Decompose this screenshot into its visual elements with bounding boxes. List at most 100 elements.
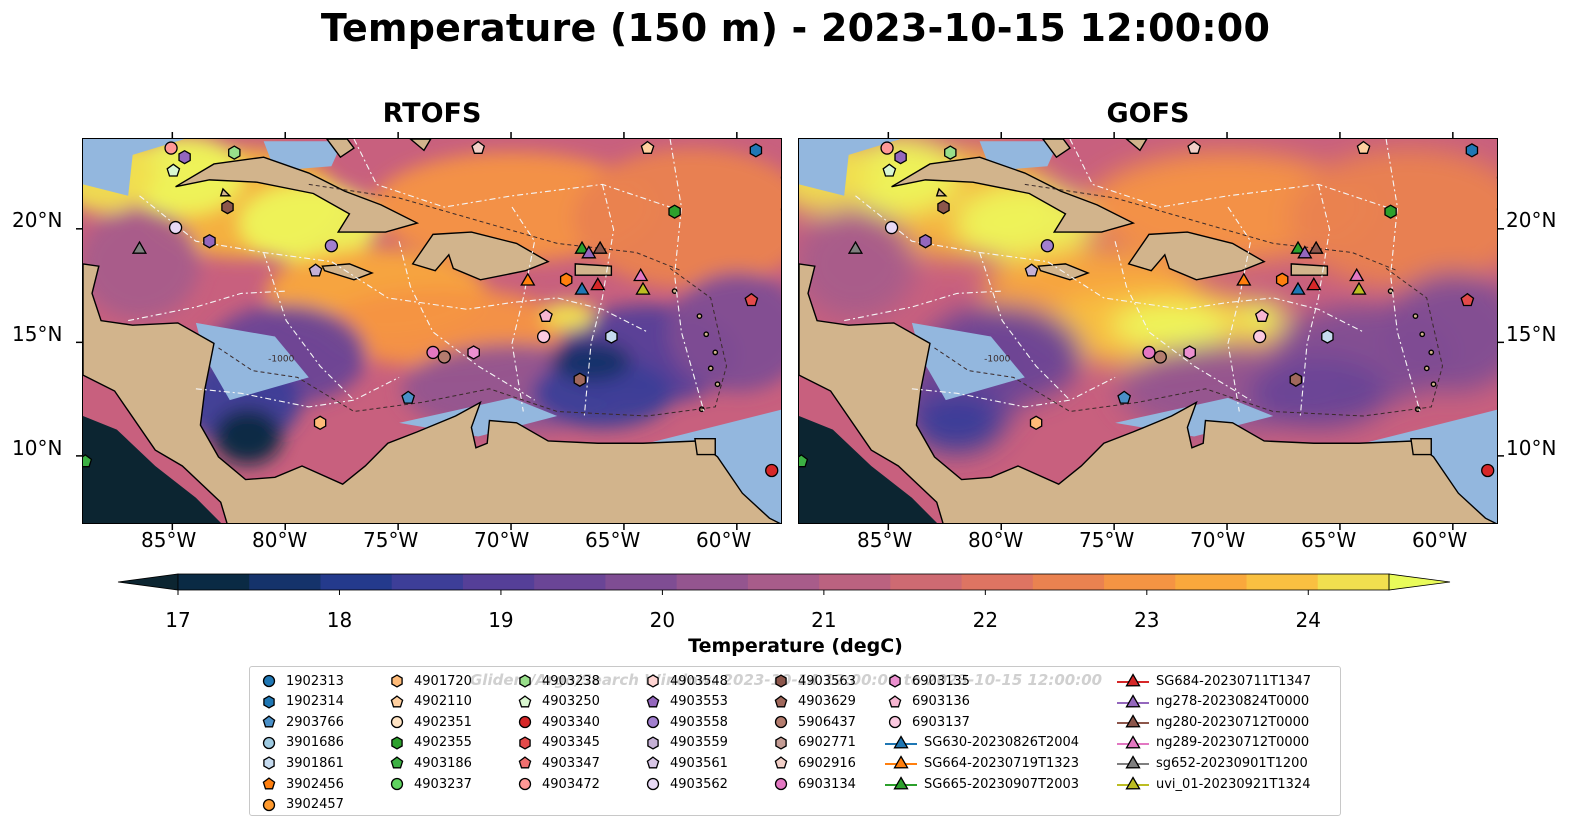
legend-marker-icon <box>1117 755 1149 769</box>
map-marker-pentagon <box>744 292 759 307</box>
map-marker-triangle <box>592 240 608 254</box>
legend-marker-icon <box>262 736 276 749</box>
legend-item: uvi_01-20230921T1324 <box>1116 774 1310 794</box>
legend-marker-icon <box>390 694 404 708</box>
legend-item-label: 3901686 <box>286 735 344 751</box>
legend-marker-icon <box>647 674 659 688</box>
legend-marker-icon <box>646 716 660 729</box>
legend-marker-icon <box>262 715 276 728</box>
legend-item: 3901686 <box>258 733 344 753</box>
map-marker-hexagon <box>313 415 327 431</box>
map-marker-pentagon <box>1117 390 1132 404</box>
legend-item: 4903558 <box>642 712 728 732</box>
legend-item-label: SG684-20230711T1347 <box>1156 673 1312 689</box>
legend-item-label: 6903136 <box>912 694 970 710</box>
legend-item: 4903340 <box>514 712 600 732</box>
legend-marker-icon <box>885 755 917 769</box>
map-marker-hexagon <box>919 233 932 249</box>
legend-marker-icon <box>519 736 531 750</box>
legend-marker-icon <box>390 756 404 769</box>
legend-hexagon-icon <box>263 694 275 709</box>
map-marker-hexagon <box>573 372 587 387</box>
legend-triangle-icon <box>893 776 909 790</box>
map-marker-pentagon <box>799 454 809 468</box>
landmass <box>799 139 1497 523</box>
map-marker-circle <box>765 463 779 478</box>
legend-circle-icon <box>262 674 276 688</box>
legend-item: 4903548 <box>642 671 728 691</box>
map-marker-hexagon <box>1384 204 1397 219</box>
colorbar-bin <box>819 574 891 590</box>
float-glider-markers <box>799 140 1497 478</box>
legend-triangle-icon <box>1125 693 1141 708</box>
map-marker-circle <box>426 345 440 360</box>
legend-pentagon-icon <box>518 756 532 769</box>
map-marker-pentagon <box>882 163 897 177</box>
legend-item: 6903135 <box>884 671 970 691</box>
legend-marker-icon <box>390 777 404 791</box>
legend-marker-icon <box>774 694 788 708</box>
legend-item: 2903766 <box>258 712 344 732</box>
legend-item-label: 3902457 <box>286 797 344 813</box>
map-marker-pentagon <box>1187 140 1202 154</box>
map-marker-hexagon <box>944 145 957 160</box>
legend-item-label: 6903134 <box>798 776 856 792</box>
colorbar-tick-label: 18 <box>326 608 353 632</box>
colorbar-bin <box>1317 574 1390 590</box>
legend-item: 6903136 <box>884 692 970 712</box>
map-marker-pentagon <box>1254 308 1269 322</box>
legend-marker-icon <box>647 736 659 750</box>
map-marker-triangle <box>1349 267 1365 282</box>
boundary-lines <box>128 139 705 417</box>
legend-pentagon-icon <box>390 694 404 708</box>
legend-item: SG664-20230719T1323 <box>884 753 1079 773</box>
legend-marker-icon <box>888 694 902 708</box>
legend-item-label: 4903472 <box>542 776 600 792</box>
legend-item: 4903553 <box>642 692 728 712</box>
pacific-ocean <box>799 416 938 523</box>
legend-hexagon-icon <box>519 674 531 688</box>
legend-item: 4903562 <box>642 774 728 794</box>
landmass <box>83 139 781 523</box>
legend-item-label: 4903558 <box>670 714 728 730</box>
colorbar-bin <box>462 574 535 590</box>
legend-item: 4903238 <box>514 671 600 691</box>
map-marker-triangle <box>1290 281 1306 295</box>
legend-marker-icon <box>774 777 788 791</box>
legend-item-label: SG664-20230719T1323 <box>924 755 1080 771</box>
legend-item: ng278-20230824T0000 <box>1116 692 1309 712</box>
legend-item: SG665-20230907T2003 <box>884 774 1079 794</box>
legend-item: 4903561 <box>642 753 728 773</box>
lon-tick-label: 85°W <box>141 528 197 552</box>
legend-pentagon-icon <box>518 694 532 708</box>
map-marker-hexagon <box>668 204 681 219</box>
map-panel-gofs: -1000 <box>798 138 1498 524</box>
legend-item: 3902456 <box>258 774 344 794</box>
legend-item-label: 3901861 <box>286 755 344 771</box>
map-marker-circle <box>168 220 183 235</box>
map-marker-pentagon <box>1024 263 1039 277</box>
map-panel-rtofs: -1000 <box>82 138 782 524</box>
legend-marker-icon <box>263 694 275 709</box>
float-glider-markers <box>83 140 781 478</box>
map-marker-triangle <box>1236 272 1252 286</box>
legend-item-label: 4903237 <box>414 776 472 792</box>
legend-marker-icon <box>646 777 660 791</box>
map-marker-pentagon <box>640 140 655 154</box>
map-marker-circle <box>1252 329 1267 344</box>
legend-item: 1902314 <box>258 692 344 712</box>
legend-marker-icon <box>775 674 787 688</box>
legend-item: 5906437 <box>770 712 856 732</box>
colorbar-bin <box>391 574 464 590</box>
legend-item: 4903559 <box>642 733 728 753</box>
legend-item: 3901861 <box>258 753 344 773</box>
map-marker-circle <box>536 329 551 344</box>
map-rtofs: -1000 <box>83 139 781 523</box>
map-marker-hexagon <box>1289 372 1303 387</box>
temperature-blobs <box>83 139 781 465</box>
colorbar-bin <box>1104 574 1176 590</box>
map-marker-hexagon <box>467 345 480 360</box>
map-marker-circle <box>880 141 894 155</box>
legend-item-label: 4901720 <box>414 673 472 689</box>
map-marker-pentagon <box>1460 292 1475 307</box>
